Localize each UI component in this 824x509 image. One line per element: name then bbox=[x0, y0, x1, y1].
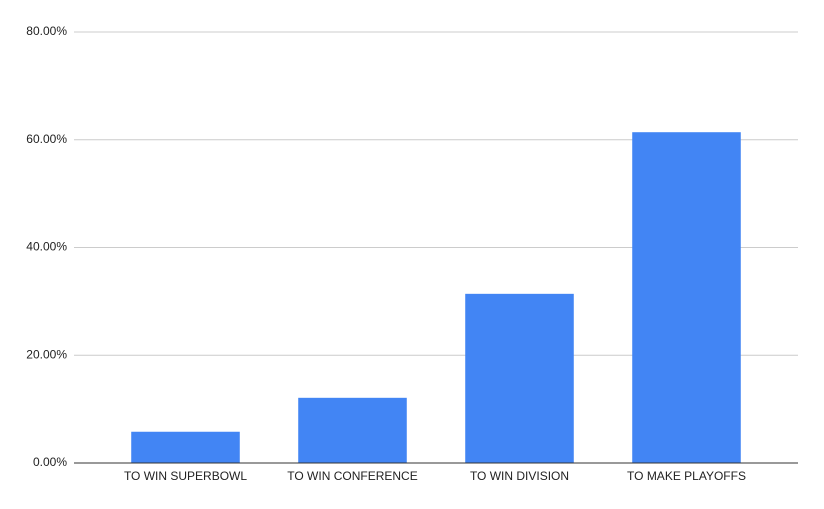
bar bbox=[298, 397, 407, 463]
x-tick-label: TO WIN CONFERENCE bbox=[287, 469, 417, 483]
bar bbox=[632, 132, 741, 463]
y-tick-label: 20.00% bbox=[26, 347, 67, 361]
x-tick-label: TO WIN SUPERBOWL bbox=[124, 469, 247, 483]
y-tick-label: 60.00% bbox=[26, 132, 67, 146]
bar bbox=[465, 293, 574, 463]
y-tick-label: 0.00% bbox=[33, 455, 67, 469]
x-tick-label: TO WIN DIVISION bbox=[470, 469, 569, 483]
x-tick-label: TO MAKE PLAYOFFS bbox=[627, 469, 746, 483]
bar bbox=[131, 431, 240, 463]
y-tick-label: 80.00% bbox=[26, 24, 67, 38]
y-tick-label: 40.00% bbox=[26, 240, 67, 254]
